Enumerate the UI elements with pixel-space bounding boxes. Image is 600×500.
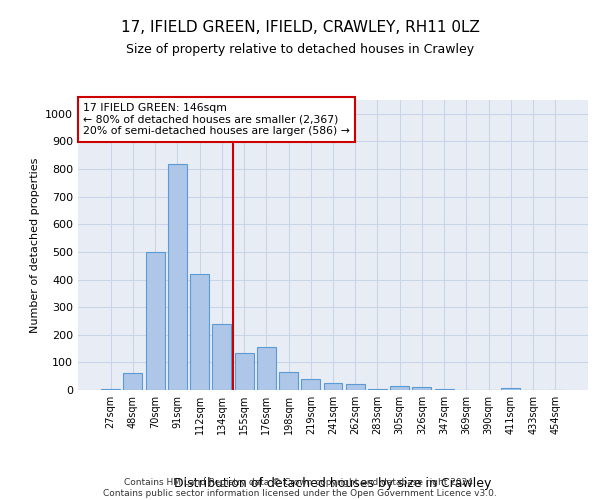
- Bar: [235, 352, 254, 390]
- Bar: [412, 387, 431, 390]
- Bar: [301, 379, 320, 390]
- Text: Size of property relative to detached houses in Crawley: Size of property relative to detached ho…: [126, 42, 474, 56]
- Bar: [435, 389, 454, 390]
- Text: 17, IFIELD GREEN, IFIELD, CRAWLEY, RH11 0LZ: 17, IFIELD GREEN, IFIELD, CRAWLEY, RH11 …: [121, 20, 479, 35]
- Bar: [146, 252, 164, 390]
- Text: 17 IFIELD GREEN: 146sqm
← 80% of detached houses are smaller (2,367)
20% of semi: 17 IFIELD GREEN: 146sqm ← 80% of detache…: [83, 103, 350, 136]
- Bar: [101, 388, 120, 390]
- Bar: [257, 347, 276, 390]
- Bar: [323, 383, 343, 390]
- Text: Distribution of detached houses by size in Crawley: Distribution of detached houses by size …: [175, 477, 491, 490]
- Bar: [190, 274, 209, 390]
- Bar: [368, 388, 387, 390]
- Bar: [168, 164, 187, 390]
- Bar: [390, 386, 409, 390]
- Bar: [279, 372, 298, 390]
- Bar: [502, 388, 520, 390]
- Bar: [346, 384, 365, 390]
- Y-axis label: Number of detached properties: Number of detached properties: [29, 158, 40, 332]
- Bar: [124, 374, 142, 390]
- Bar: [212, 324, 231, 390]
- Text: Contains HM Land Registry data © Crown copyright and database right 2024.
Contai: Contains HM Land Registry data © Crown c…: [103, 478, 497, 498]
